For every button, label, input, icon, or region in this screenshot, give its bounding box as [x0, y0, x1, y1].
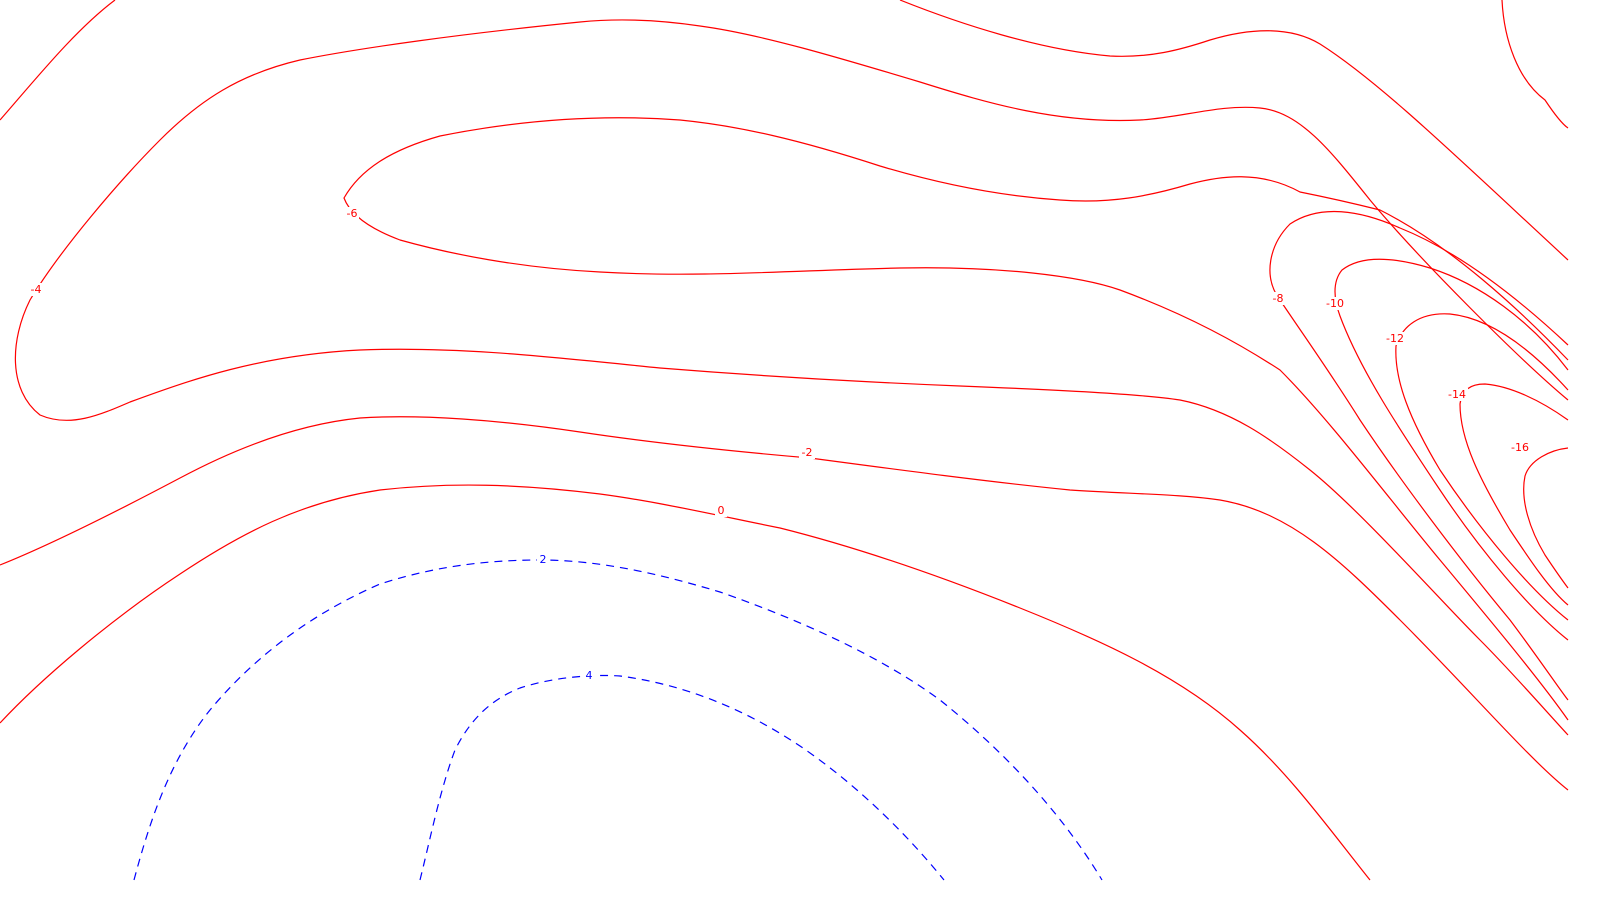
svg-text:0: 0: [718, 504, 725, 517]
contour-line-zero: [0, 484, 1371, 881]
contour-label-plus-4: 4: [583, 669, 595, 682]
contour-label-minus-2: -2: [799, 446, 815, 459]
svg-text:-12: -12: [1386, 332, 1404, 345]
contour-line-minus-14: [1459, 383, 1569, 606]
contour-label-minus-4: -4: [29, 283, 43, 296]
contour-line-minus-12: [1395, 313, 1569, 621]
contour-label-zero: 0: [715, 504, 727, 517]
svg-text:-6: -6: [347, 207, 358, 220]
contour-label-minus-16: -16: [1509, 441, 1531, 454]
contour-label-plus-2: 2: [537, 553, 549, 566]
contour-line-minus-10: [1334, 258, 1569, 641]
svg-text:4: 4: [586, 669, 593, 682]
svg-text:2: 2: [540, 553, 547, 566]
contour-line-minus-8: [1269, 210, 1569, 701]
contour-label-minus-14: -14: [1446, 388, 1468, 401]
svg-text:-16: -16: [1511, 441, 1529, 454]
svg-text:-10: -10: [1326, 297, 1344, 310]
contour-line-minus-16: [1523, 447, 1569, 589]
contour-label-minus-8: -8: [1270, 292, 1286, 305]
contour-line-corner: [1501, 0, 1569, 129]
contour-line-top-right: [899, 0, 1569, 261]
contour-label-minus-12: -12: [1384, 332, 1406, 345]
svg-text:-8: -8: [1273, 292, 1284, 305]
contour-label-minus-10: -10: [1324, 297, 1346, 310]
contour-line-minus-4-nw: [0, 0, 116, 121]
contour-line-plus-2: [133, 559, 1103, 881]
contour-line-plus-4: [419, 674, 945, 881]
svg-text:-2: -2: [802, 446, 813, 459]
contour-label-minus-6: -6: [345, 207, 359, 220]
svg-text:-4: -4: [31, 283, 42, 296]
contour-line-minus-4: [14, 19, 1569, 736]
contour-line-minus-2: [0, 416, 1569, 791]
contour-line-minus-6: [343, 117, 1569, 721]
svg-text:-14: -14: [1448, 388, 1466, 401]
